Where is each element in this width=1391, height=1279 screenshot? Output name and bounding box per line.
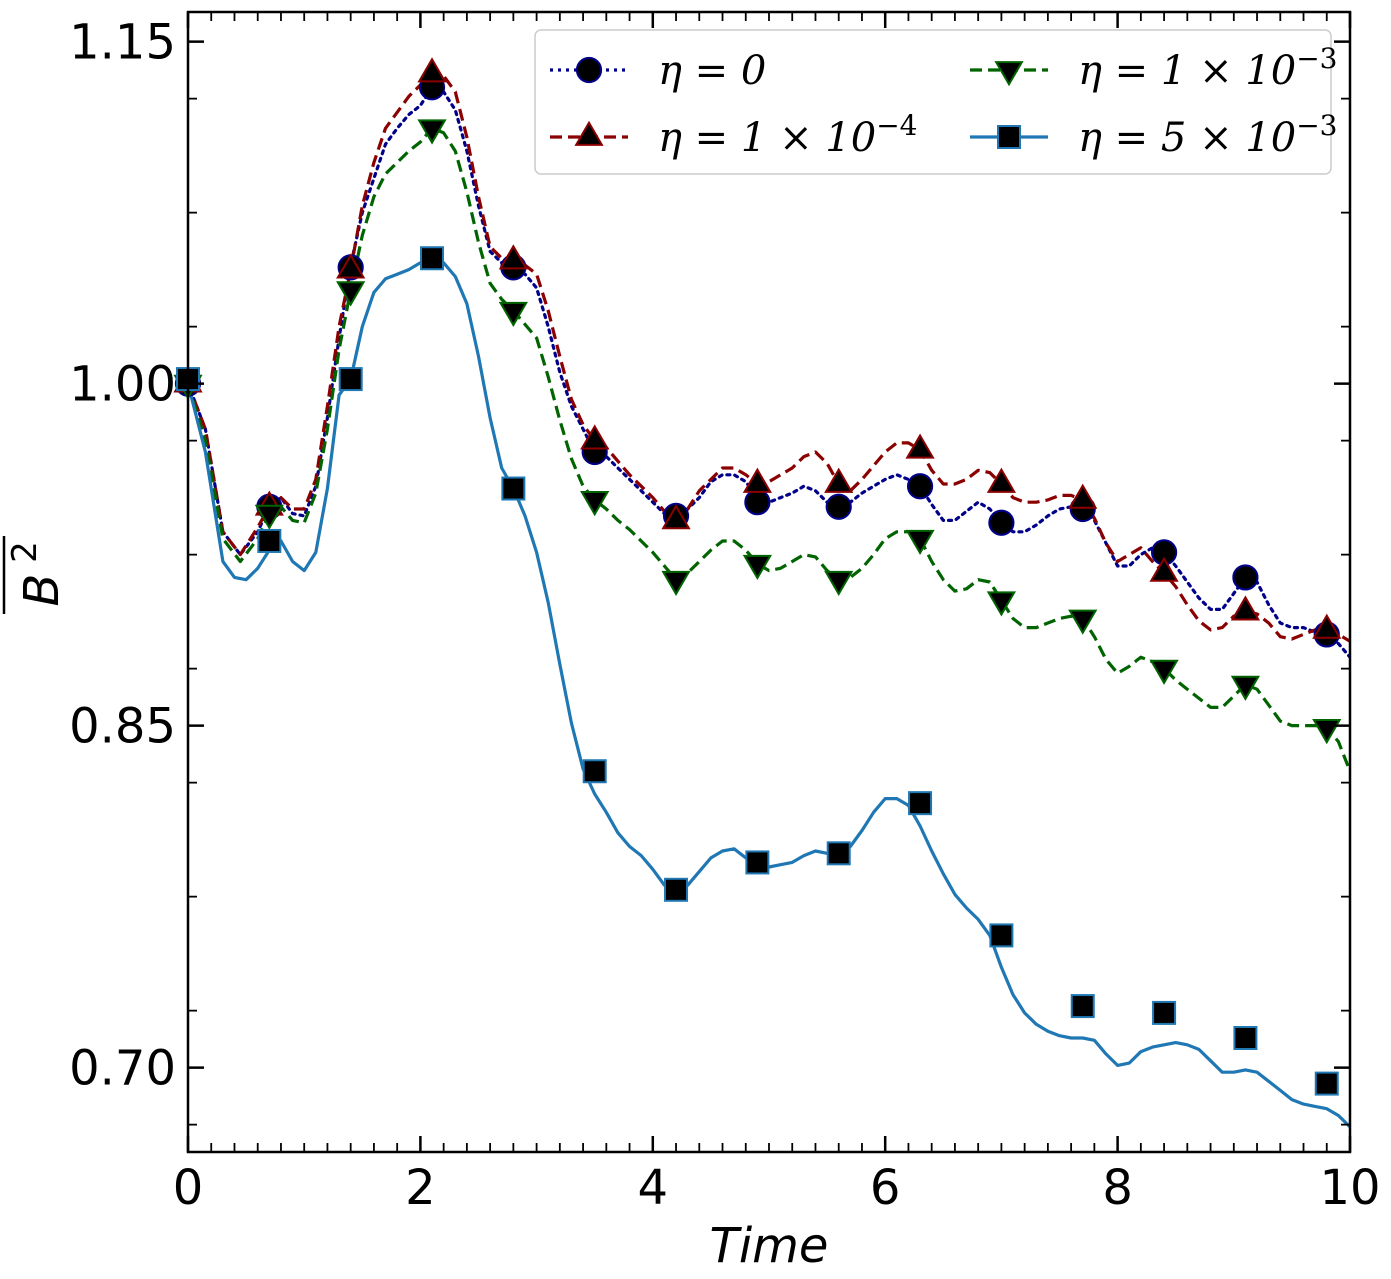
data-point — [340, 368, 362, 390]
data-point — [500, 303, 526, 325]
x-tick-label: 2 — [405, 1160, 436, 1216]
legend: η = 0 η = 1 × 10−4 η = 1 × 10−3 η = 5 × … — [535, 30, 1337, 174]
data-point — [909, 792, 931, 814]
legend-swatch-marker — [998, 126, 1020, 148]
data-point — [1233, 597, 1259, 619]
marker-layer — [175, 59, 1340, 1094]
data-point — [338, 282, 364, 304]
legend-label-exponent: −3 — [1296, 109, 1337, 142]
data-point — [421, 247, 443, 269]
data-point — [1072, 995, 1094, 1017]
legend-label: η = 0 — [658, 48, 766, 94]
x-tick-label: 8 — [1102, 1160, 1133, 1216]
legend-label-main: η = 1 × 10 — [1078, 48, 1296, 94]
y-tick-label: 1.15 — [69, 15, 176, 71]
data-point — [826, 470, 852, 492]
data-point — [990, 924, 1012, 946]
y-tick-label: 1.00 — [69, 357, 176, 413]
chart-canvas: 0 2 4 6 8 10 0.70 0.85 1.00 1.15 Time B … — [0, 0, 1391, 1279]
legend-label-main: η = 0 — [658, 48, 766, 94]
data-point — [827, 495, 851, 519]
legend-label-exponent: −3 — [1296, 42, 1337, 75]
series-layer — [188, 74, 1350, 1127]
data-point — [1233, 565, 1257, 589]
x-tick-label: 4 — [638, 1160, 669, 1216]
data-point — [828, 842, 850, 864]
legend-label-main: η = 1 × 10 — [658, 115, 876, 161]
series-line — [188, 128, 1350, 771]
data-point — [663, 572, 689, 594]
x-axis-title: Time — [710, 1218, 829, 1274]
x-tick-label: 10 — [1319, 1160, 1380, 1216]
data-point — [500, 246, 526, 268]
data-point — [1316, 1073, 1338, 1095]
y-tick-label: 0.70 — [69, 1041, 176, 1097]
plot-frame — [188, 12, 1350, 1152]
data-point — [907, 531, 933, 553]
data-point — [1234, 1027, 1256, 1049]
legend-marker — [577, 58, 601, 82]
legend-label-exponent: −4 — [876, 109, 917, 142]
data-point — [584, 760, 606, 782]
legend-label-main: η = 5 × 10 — [1078, 115, 1296, 161]
data-point — [502, 478, 524, 500]
data-point — [665, 879, 687, 901]
data-point — [745, 490, 769, 514]
y-axis-title-superscript: 2 — [5, 541, 45, 563]
data-point — [582, 492, 608, 514]
data-point — [908, 474, 932, 498]
data-point — [1151, 559, 1177, 581]
y-tick-label: 0.85 — [69, 699, 176, 755]
data-point — [745, 556, 771, 578]
data-point — [1070, 611, 1096, 633]
y-axis-title: B 2 — [4, 536, 70, 614]
data-point — [826, 572, 852, 594]
data-point — [419, 59, 445, 81]
x-tick-labels: 0 2 4 6 8 10 — [173, 1160, 1381, 1216]
x-tick-label: 6 — [870, 1160, 901, 1216]
plot-area — [175, 59, 1350, 1127]
legend-marker — [998, 126, 1020, 148]
data-point — [1153, 1002, 1175, 1024]
data-point — [907, 435, 933, 457]
y-axis-title-base: B — [14, 574, 70, 607]
data-point — [745, 470, 771, 492]
axis-ticks — [188, 12, 1350, 1152]
data-point — [258, 530, 280, 552]
legend-swatch-marker — [577, 58, 601, 82]
data-point — [989, 511, 1013, 535]
x-tick-label: 0 — [173, 1160, 204, 1216]
y-tick-labels: 0.70 0.85 1.00 1.15 — [69, 15, 176, 1097]
data-point — [989, 592, 1015, 614]
data-point — [746, 851, 768, 873]
